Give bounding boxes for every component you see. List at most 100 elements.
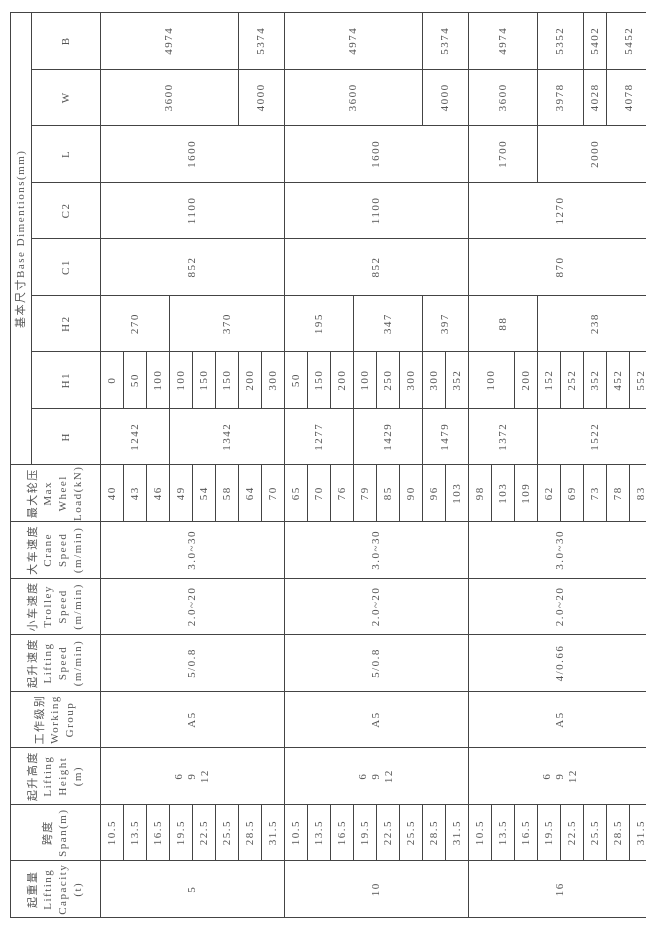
cell-h1: 100 (468, 351, 515, 409)
cell-h1: 152 (537, 351, 561, 409)
cell-b: 5452 (606, 12, 646, 70)
cell-wheel-load: 69 (560, 465, 584, 522)
cell-c1: 852 (284, 238, 469, 296)
table-row: 16 10.5 6 9 12 A5 4/0.66 2.0~20 3.0~30 98 1372 10… (468, 12, 646, 918)
cell-wheel-load: 79 (353, 465, 377, 522)
cell-h: 1522 (537, 408, 646, 465)
cell-w: 4000 (422, 69, 469, 126)
table-body: 5 10.5 6 9 12 A5 5/0.8 2.0~20 3.0~30 40 1242 0 270… (100, 12, 646, 918)
cell-h1: 100 (169, 351, 193, 409)
cell-wheel-load: 83 (629, 465, 646, 522)
cell-crane-speed: 3.0~30 (100, 521, 285, 579)
cell-h1: 50 (123, 351, 147, 409)
cell-span: 19.5 (353, 804, 377, 861)
cell-span: 10.5 (284, 804, 308, 861)
cell-h: 1372 (468, 408, 538, 465)
header-dim-l: L (31, 125, 101, 183)
cell-lifting-speed: 5/0.8 (284, 634, 469, 692)
cell-h1: 150 (307, 351, 331, 409)
cell-wheel-load: 54 (192, 465, 216, 522)
cell-span: 16.5 (330, 804, 354, 861)
cell-wheel-load: 85 (376, 465, 400, 522)
cell-span: 25.5 (215, 804, 239, 861)
cell-l: 1600 (284, 125, 469, 183)
header-span: 跨度 Span(m) (10, 804, 101, 861)
cell-h1: 552 (629, 351, 646, 409)
header-crane-speed: 大车速度 Crane Speed (m/min) (10, 521, 101, 579)
crane-spec-table: 起重量 Lifting Capacity (t) 跨度 Span(m) 起升高度… (10, 12, 646, 918)
header-base-dimensions: 基本尺寸Base Dimentions(mm) (10, 12, 32, 465)
cell-h1: 50 (284, 351, 308, 409)
cell-h1: 352 (583, 351, 607, 409)
cell-h1: 200 (330, 351, 354, 409)
cell-wheel-load: 40 (100, 465, 124, 522)
cell-h2: 238 (537, 295, 646, 352)
cell-working-group: A5 (284, 691, 469, 748)
cell-w: 3600 (468, 69, 538, 126)
cell-w: 4028 (583, 69, 607, 126)
cell-l: 1600 (100, 125, 285, 183)
cell-h1: 300 (422, 351, 446, 409)
cell-h1: 100 (146, 351, 170, 409)
cell-span: 19.5 (537, 804, 561, 861)
cell-w: 4078 (606, 69, 646, 126)
cell-h1: 300 (261, 351, 285, 409)
cell-trolley-speed: 2.0~20 (468, 578, 646, 635)
cell-wheel-load: 43 (123, 465, 147, 522)
cell-w: 3600 (100, 69, 239, 126)
cell-span: 31.5 (629, 804, 646, 861)
cell-span: 19.5 (169, 804, 193, 861)
cell-capacity: 5 (100, 860, 285, 918)
cell-lifting-speed: 5/0.8 (100, 634, 285, 692)
cell-h: 1342 (169, 408, 285, 465)
cell-h: 1277 (284, 408, 354, 465)
cell-wheel-load: 90 (399, 465, 423, 522)
cell-wheel-load: 58 (215, 465, 239, 522)
cell-wheel-load: 65 (284, 465, 308, 522)
cell-c2: 1100 (100, 182, 285, 239)
header-dim-h1: H1 (31, 351, 101, 409)
cell-h1: 100 (353, 351, 377, 409)
cell-h1: 200 (238, 351, 262, 409)
cell-capacity: 16 (468, 860, 646, 918)
cell-lifting-height: 6 9 12 (468, 747, 646, 805)
header-dim-h2: H2 (31, 295, 101, 352)
cell-span: 10.5 (100, 804, 124, 861)
cell-h1: 250 (376, 351, 400, 409)
cell-span: 31.5 (261, 804, 285, 861)
cell-wheel-load: 76 (330, 465, 354, 522)
cell-b: 4974 (468, 12, 538, 70)
cell-wheel-load: 70 (261, 465, 285, 522)
cell-l: 2000 (537, 125, 646, 183)
cell-h2: 397 (422, 295, 469, 352)
cell-c1: 852 (100, 238, 285, 296)
cell-trolley-speed: 2.0~20 (100, 578, 285, 635)
header-capacity: 起重量 Lifting Capacity (t) (10, 860, 101, 918)
cell-h2: 347 (353, 295, 423, 352)
header-working-group: 工作级别 Working Group (10, 691, 101, 748)
cell-wheel-load: 98 (468, 465, 492, 522)
header-dim-c1: C1 (31, 238, 101, 296)
cell-c1: 870 (468, 238, 646, 296)
cell-wheel-load: 70 (307, 465, 331, 522)
cell-wheel-load: 96 (422, 465, 446, 522)
cell-trolley-speed: 2.0~20 (284, 578, 469, 635)
cell-span: 13.5 (123, 804, 147, 861)
cell-working-group: A5 (100, 691, 285, 748)
cell-span: 10.5 (468, 804, 492, 861)
cell-h1: 150 (192, 351, 216, 409)
cell-lifting-speed: 4/0.66 (468, 634, 646, 692)
cell-span: 13.5 (307, 804, 331, 861)
cell-b: 5352 (537, 12, 584, 70)
cell-h: 1429 (353, 408, 423, 465)
cell-span: 25.5 (583, 804, 607, 861)
cell-l: 1700 (468, 125, 538, 183)
cell-w: 4000 (238, 69, 285, 126)
cell-span: 28.5 (606, 804, 630, 861)
cell-h1: 452 (606, 351, 630, 409)
cell-span: 22.5 (192, 804, 216, 861)
cell-h2: 370 (169, 295, 285, 352)
cell-span: 22.5 (376, 804, 400, 861)
header-dim-w: W (31, 69, 101, 126)
cell-c2: 1270 (468, 182, 646, 239)
